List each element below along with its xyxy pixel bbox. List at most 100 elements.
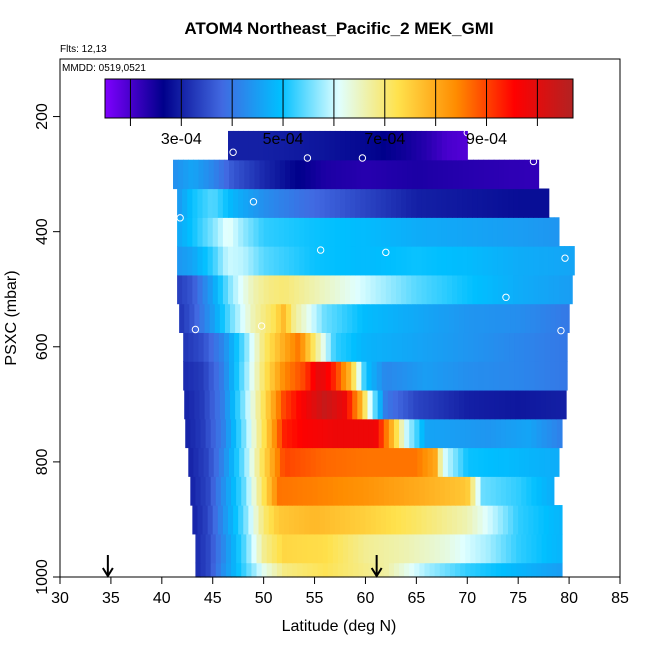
heatmap-cell bbox=[182, 188, 188, 218]
heatmap-cell bbox=[407, 159, 413, 190]
heatmap-cell bbox=[337, 562, 344, 578]
heatmap-cell bbox=[403, 389, 409, 420]
heatmap-cell bbox=[543, 274, 550, 305]
heatmap-cell bbox=[370, 217, 377, 247]
heatmap-cell bbox=[340, 188, 346, 218]
heatmap-cell bbox=[504, 389, 511, 420]
heatmap-cell bbox=[332, 476, 339, 506]
heatmap-cell bbox=[335, 447, 342, 477]
heatmap-cell bbox=[353, 418, 359, 449]
heatmap-cell bbox=[229, 361, 235, 391]
heatmap-cell bbox=[540, 303, 547, 333]
heatmap-cell bbox=[314, 505, 321, 535]
heatmap-cell bbox=[565, 332, 568, 362]
heatmap-cell bbox=[263, 246, 270, 276]
heatmap-cell bbox=[377, 389, 384, 420]
heatmap-cell bbox=[549, 361, 556, 391]
heatmap-cell bbox=[315, 332, 322, 362]
heatmap-cell bbox=[551, 533, 558, 564]
heatmap-cell bbox=[373, 476, 380, 506]
heatmap-cell bbox=[173, 159, 179, 190]
heatmap-cell bbox=[411, 246, 417, 276]
heatmap-cell bbox=[210, 476, 217, 506]
heatmap-cell bbox=[300, 361, 306, 391]
heatmap-cell bbox=[526, 418, 533, 449]
heatmap-cell bbox=[477, 246, 484, 276]
heatmap-cell bbox=[205, 533, 212, 564]
heatmap-cell bbox=[368, 418, 375, 449]
x-tick-label: 50 bbox=[255, 590, 273, 607]
heatmap-cell bbox=[500, 533, 507, 564]
heatmap-cell bbox=[393, 533, 400, 564]
heatmap-cell bbox=[536, 562, 543, 578]
heatmap-cell bbox=[258, 246, 265, 276]
heatmap-cell bbox=[416, 188, 423, 218]
heatmap-cell bbox=[520, 303, 526, 333]
heatmap-cell bbox=[387, 389, 394, 420]
heatmap-cell bbox=[217, 505, 224, 535]
heatmap-cell bbox=[300, 159, 306, 190]
heatmap-cell bbox=[427, 361, 434, 391]
heatmap-cell bbox=[493, 447, 500, 477]
heatmap-cell bbox=[406, 505, 412, 535]
heatmap-cell bbox=[202, 217, 209, 247]
heatmap-cell bbox=[524, 159, 530, 190]
heatmap-cell bbox=[541, 418, 548, 449]
heatmap-cell bbox=[314, 217, 321, 247]
heatmap-cell bbox=[351, 159, 357, 190]
heatmap-cell bbox=[260, 303, 267, 333]
heatmap-cell bbox=[412, 159, 418, 190]
heatmap-cell bbox=[219, 389, 226, 420]
heatmap-cell bbox=[259, 361, 266, 391]
heatmap-cell bbox=[281, 476, 288, 506]
heatmap-cell bbox=[296, 303, 302, 333]
heatmap-cell bbox=[407, 447, 413, 477]
heatmap-cell bbox=[320, 361, 327, 391]
heatmap-cell bbox=[439, 562, 446, 578]
heatmap-cell bbox=[407, 332, 413, 362]
heatmap-cell bbox=[431, 217, 438, 247]
heatmap-cell bbox=[367, 303, 374, 333]
heatmap-cell bbox=[473, 159, 480, 190]
heatmap-cell bbox=[385, 130, 392, 161]
heatmap-cell bbox=[409, 476, 415, 506]
heatmap-cell bbox=[200, 533, 207, 564]
heatmap-cell bbox=[202, 246, 209, 276]
heatmap-cell bbox=[317, 418, 324, 449]
heatmap-cell bbox=[193, 159, 200, 190]
heatmap-cell bbox=[245, 389, 251, 420]
heatmap-cell bbox=[559, 361, 566, 391]
heatmap-cell bbox=[540, 389, 547, 420]
heatmap-cell bbox=[276, 562, 283, 578]
heatmap-cell bbox=[358, 562, 365, 578]
heatmap-cell bbox=[360, 274, 367, 305]
heatmap-cell bbox=[399, 533, 405, 564]
heatmap-cell bbox=[555, 389, 562, 420]
heatmap-cell bbox=[268, 246, 275, 276]
heatmap-cell bbox=[259, 447, 266, 477]
heatmap-cell bbox=[350, 130, 356, 161]
heatmap-cell bbox=[463, 361, 469, 391]
heatmap-cell bbox=[324, 505, 331, 535]
heatmap-cell bbox=[205, 418, 212, 449]
heatmap-cell bbox=[294, 274, 300, 305]
heatmap-cell bbox=[240, 303, 246, 333]
heatmap-cell bbox=[416, 274, 423, 305]
heatmap-cell bbox=[371, 361, 378, 391]
heatmap-cell bbox=[225, 476, 232, 506]
heatmap-cell bbox=[497, 505, 504, 535]
heatmap-cell bbox=[444, 562, 451, 578]
heatmap-cell bbox=[465, 562, 471, 578]
heatmap-cell bbox=[487, 505, 494, 535]
heatmap-cell bbox=[513, 246, 519, 276]
heatmap-cell bbox=[239, 447, 245, 477]
heatmap-cell bbox=[494, 303, 501, 333]
x-tick-label: 75 bbox=[509, 590, 527, 607]
heatmap-cell bbox=[407, 361, 413, 391]
heatmap-cell bbox=[376, 447, 383, 477]
heatmap-cell bbox=[220, 418, 227, 449]
heatmap-cell bbox=[307, 533, 314, 564]
heatmap-cell bbox=[543, 505, 550, 535]
heatmap-cell bbox=[244, 159, 250, 190]
heatmap-cell bbox=[215, 418, 222, 449]
